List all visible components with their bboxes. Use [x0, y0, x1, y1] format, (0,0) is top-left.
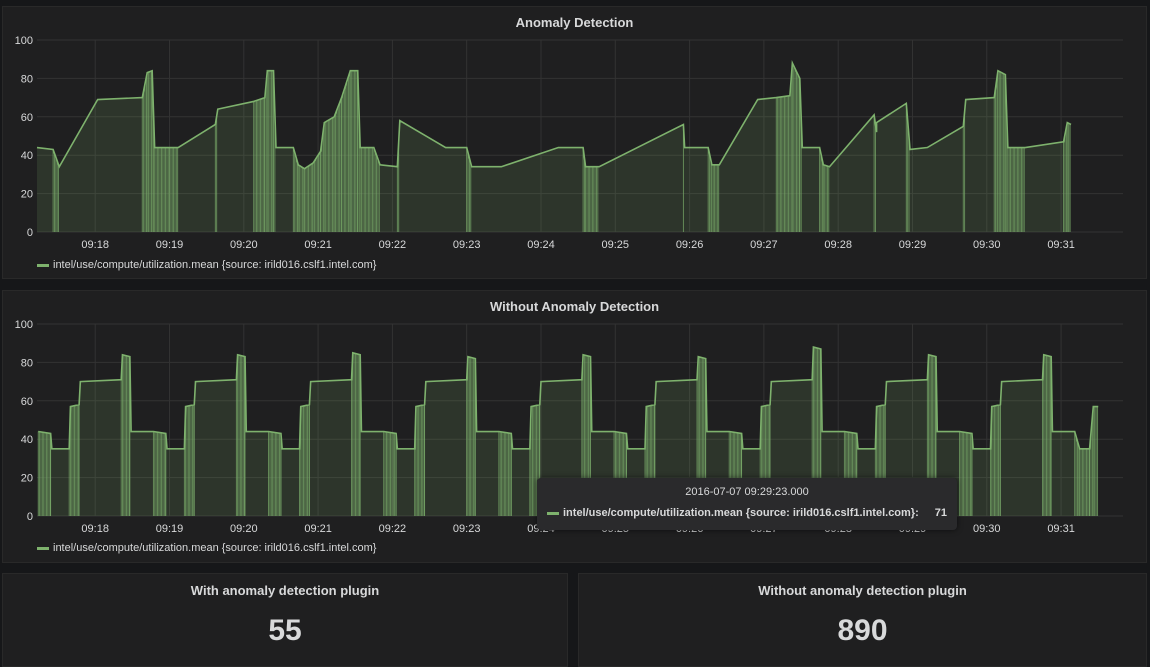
legend-label: intel/use/compute/utilization.mean {sour…: [53, 259, 377, 271]
x-tick-label: 09:18: [81, 523, 109, 535]
series-line: [38, 346, 1099, 450]
anomaly-detection-chart[interactable]: 0 20 40 60 80 100 09:18 09:19 09:20 09:21 09:22 09:…: [3, 7, 1148, 280]
chart-legend[interactable]: intel/use/compute/utilization.mean {sour…: [37, 542, 376, 554]
x-tick-label: 09:18: [81, 239, 109, 251]
x-tick-label: 09:28: [824, 239, 852, 251]
x-tick-label: 09:29: [899, 239, 927, 251]
x-tick-label: 09:23: [453, 239, 481, 251]
x-tick-label: 09:22: [379, 523, 407, 535]
stat-value: 55: [268, 614, 302, 647]
panel-title[interactable]: Anomaly Detection: [515, 15, 634, 30]
x-tick-label: 09:27: [750, 239, 778, 251]
x-tick-label: 09:31: [1047, 523, 1075, 535]
stat-title[interactable]: With anomaly detection plugin: [190, 583, 380, 598]
tooltip-time: 2016-07-07 09:29:23.000: [685, 486, 809, 498]
legend-label: intel/use/compute/utilization.mean {sour…: [53, 542, 377, 554]
x-tick-label: 09:25: [602, 239, 630, 251]
tooltip-value: 71: [934, 507, 947, 519]
y-tick-label: 0: [27, 511, 33, 523]
grid: 0 20 40 60 80 100 09:18 09:19 09:20 09:21 09:22 09:…: [15, 35, 1123, 251]
tooltip-row: intel/use/compute/utilization.mean {sour…: [547, 507, 947, 519]
legend-swatch: [37, 263, 49, 267]
series-line: [36, 60, 1072, 170]
legend-swatch: [37, 546, 49, 550]
y-tick-label: 60: [21, 396, 33, 408]
series-anomaly: [36, 60, 1072, 232]
x-tick-label: 09:22: [379, 239, 407, 251]
x-tick-label: 09:20: [230, 523, 258, 535]
x-tick-label: 09:21: [304, 523, 332, 535]
x-tick-label: 09:31: [1047, 239, 1075, 251]
y-tick-label: 0: [27, 227, 33, 239]
y-tick-label: 20: [21, 189, 33, 201]
y-tick-label: 100: [15, 319, 33, 331]
x-tick-label: 09:30: [973, 239, 1001, 251]
series-area: [37, 63, 1071, 232]
x-tick-label: 09:26: [676, 239, 704, 251]
y-tick-label: 100: [15, 35, 33, 47]
stat-panel-without-plugin: Without anomaly detection plugin 890: [578, 573, 1147, 667]
y-tick-label: 80: [21, 357, 33, 369]
stat-value: 890: [837, 614, 888, 647]
stat-title[interactable]: Without anomaly detection plugin: [758, 583, 967, 598]
chart-legend[interactable]: intel/use/compute/utilization.mean {sour…: [37, 259, 376, 271]
y-tick-label: 40: [21, 150, 33, 162]
tooltip-swatch: [547, 511, 559, 515]
y-tick-label: 20: [21, 473, 33, 485]
y-tick-label: 60: [21, 112, 33, 124]
x-tick-label: 09:24: [527, 239, 555, 251]
x-tick-label: 09:19: [156, 239, 184, 251]
y-tick-label: 80: [21, 73, 33, 85]
anomaly-detection-panel: Anomaly Detection 0 20 40 60 80 100 09:18 09:19…: [2, 6, 1147, 279]
x-tick-label: 09:21: [304, 239, 332, 251]
y-tick-label: 40: [21, 434, 33, 446]
series-bars: [52, 63, 1071, 232]
stat-panel-with-plugin: With anomaly detection plugin 55: [2, 573, 568, 667]
chart-tooltip: 2016-07-07 09:29:23.000 intel/use/comput…: [537, 478, 957, 530]
panel-title[interactable]: Without Anomaly Detection: [489, 299, 660, 314]
x-tick-label: 09:19: [156, 523, 184, 535]
x-tick-label: 09:23: [453, 523, 481, 535]
tooltip-series: intel/use/compute/utilization.mean {sour…: [563, 507, 919, 519]
x-tick-label: 09:30: [973, 523, 1001, 535]
x-tick-label: 09:20: [230, 239, 258, 251]
